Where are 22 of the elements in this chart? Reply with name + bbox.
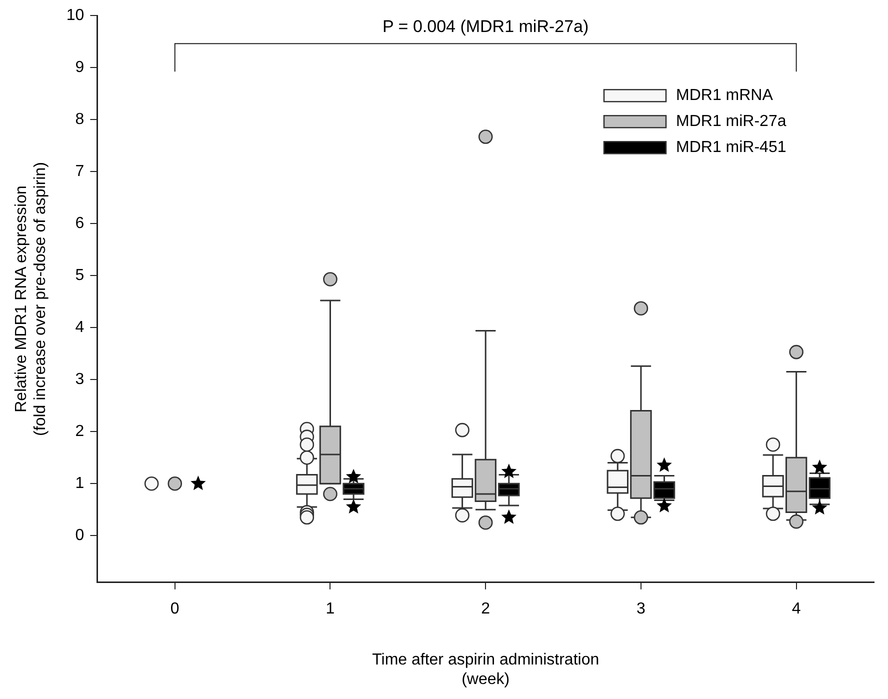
x-tick-label: 4 xyxy=(792,600,801,618)
y-tick-label: 8 xyxy=(75,111,84,128)
x-axis-title: Time after aspirin administration (week) xyxy=(372,652,600,688)
y-tick-label: 9 xyxy=(75,59,84,76)
y-axis-title: Relative MDR1 RNA expression (fold increase over pre-dose of aspirin) xyxy=(13,162,50,436)
annotation: P = 0.004 (MDR1 miR-27a) xyxy=(382,16,589,36)
y-tick-label: 3 xyxy=(75,371,84,388)
y-tick-label: 10 xyxy=(66,7,84,24)
x-tick-label: 1 xyxy=(326,600,335,618)
x-tick-label: 2 xyxy=(481,600,490,618)
y-tick-label: 6 xyxy=(75,215,84,232)
x-tick-label: 3 xyxy=(636,600,646,618)
y-tick-label: 1 xyxy=(75,475,84,492)
legend-label: MDR1 miR-451 xyxy=(676,139,786,156)
y-tick-label: 5 xyxy=(75,267,84,284)
y-tick-label: 7 xyxy=(75,163,84,180)
y-tick-label: 2 xyxy=(75,423,84,440)
y-tick-label: 0 xyxy=(75,527,84,544)
legend-label: MDR1 miR-27a xyxy=(676,113,786,130)
x-tick-label: 0 xyxy=(170,600,180,618)
y-tick-label: 4 xyxy=(75,319,84,336)
legend-label: MDR1 mRNA xyxy=(676,87,774,104)
